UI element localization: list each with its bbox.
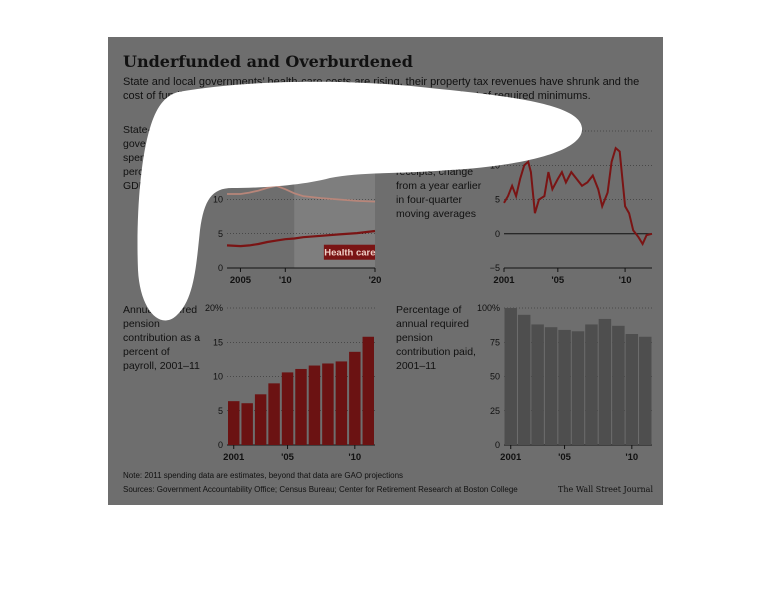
y-tick-label: 25 (490, 406, 500, 416)
bar (349, 351, 361, 445)
projections-annotation: projections (314, 130, 355, 140)
x-tick-label: 2001 (223, 452, 245, 463)
bar (362, 336, 374, 445)
bar (241, 403, 253, 445)
x-tick-label: '10 (279, 275, 292, 286)
bar (308, 365, 321, 445)
bar (625, 334, 639, 445)
x-tick-label: 2001 (500, 452, 522, 463)
credit-line: The Wall Street Journal (558, 485, 653, 494)
bar (598, 318, 612, 445)
x-tick-label: '05 (558, 452, 572, 463)
x-tick-label: '20 (369, 275, 382, 286)
chart-subtitle: State and local governments’ health-care… (123, 76, 640, 102)
y-tick-label: 0 (495, 440, 500, 450)
bar (295, 368, 307, 445)
y-tick-label: 10 (213, 195, 223, 205)
chart-title: Underfunded and Overburdened (123, 52, 413, 71)
spending-chart-label: State- and local-government spending as … (123, 124, 200, 192)
y-tick-label: 50 (490, 372, 500, 382)
y-tick-label: 5 (218, 229, 223, 239)
x-tick-label: '05 (551, 275, 565, 286)
x-tick-label: 2005 (230, 275, 252, 286)
bar (544, 327, 558, 445)
bar (612, 325, 625, 445)
y-tick-label: 15% (482, 126, 500, 136)
pension-paid-chart: 0 25 50 75 100% 2001 '05 '10 (477, 303, 652, 463)
y-tick-label: 20% (205, 303, 223, 313)
y-tick-label: 5 (218, 406, 223, 416)
bar (558, 329, 571, 445)
y-tick-label: 75 (490, 337, 500, 347)
bar (504, 308, 517, 445)
y-tick-label: 15 (213, 337, 223, 347)
x-tick-label: '05 (281, 452, 295, 463)
y-tick-label: 0 (218, 263, 223, 273)
property-tax-chart: −5 0 5 10 15% 2001 '05 '10 (482, 126, 653, 286)
y-tick-label: 0 (495, 229, 500, 239)
y-tick-label: 20% (205, 126, 223, 136)
sources: Sources: Government Accountability Offic… (123, 485, 518, 494)
pension-required-chart-label: Annual required pension contribution as … (123, 304, 201, 372)
x-tick-label: 2001 (493, 275, 515, 286)
bar (268, 383, 280, 445)
bar (254, 394, 267, 445)
x-tick-label: '10 (619, 275, 632, 286)
series-label-non-health-care: Non-health care (297, 161, 369, 172)
series-label-health-care: Health care (324, 248, 375, 259)
x-tick-label: '10 (348, 452, 361, 463)
bar (571, 331, 585, 445)
y-tick-label: 0 (218, 440, 223, 450)
property-tax-chart-label: State- and local-government property tax… (396, 124, 482, 220)
footnote: Note: 2011 spending data are estimates, … (123, 471, 404, 480)
series-line-property-tax (503, 146, 653, 247)
pension-paid-chart-label: Percentage of annual required pension co… (396, 304, 476, 372)
y-tick-label: −5 (490, 263, 500, 273)
y-tick-label: 10 (213, 372, 223, 382)
bar (335, 361, 348, 445)
y-tick-label: 15 (213, 160, 223, 170)
y-tick-label: 5 (495, 195, 500, 205)
bar (228, 401, 240, 445)
y-tick-label: 100% (477, 303, 500, 313)
bar (639, 336, 652, 445)
bar (585, 324, 598, 445)
spending-chart: 0 5 10 15 20% projections Non-health care Healt… (205, 126, 381, 286)
bar (517, 314, 531, 445)
pension-required-chart: 0 5 10 15 20% 2001 '05 '10 (205, 303, 375, 463)
x-tick-label: '10 (625, 452, 638, 463)
bar (322, 363, 334, 445)
bar (531, 324, 544, 445)
bar (281, 372, 294, 445)
infographic-panel: Underfunded and Overburdened State and l… (108, 37, 663, 505)
y-tick-label: 10 (490, 160, 500, 170)
